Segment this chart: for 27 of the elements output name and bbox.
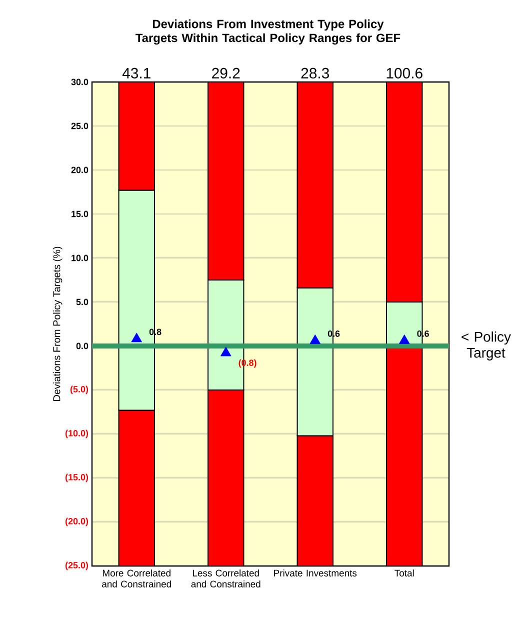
y-tick-label: 5.0 — [76, 298, 88, 306]
y-tick-label: (15.0) — [66, 474, 88, 482]
y-tick-label: 10.0 — [72, 254, 88, 262]
ref-line-label: < Policy Target — [462, 332, 511, 360]
y-tick-label: 25.0 — [71, 122, 88, 130]
chart-title: Deviations From Investment Type Policy Targets Within Tactical Policy Ranges for GEF — [136, 19, 400, 45]
point — [131, 332, 142, 342]
x-tick-label: Private Investments — [274, 570, 357, 576]
x-tick-label: Total — [394, 570, 414, 576]
point — [220, 346, 232, 356]
y-tick-label: 15.0 — [72, 210, 88, 218]
text: 100.6 — [386, 68, 422, 78]
y-tick-label: (25.0) — [66, 562, 88, 570]
y-tick-label: 0.0 — [76, 342, 88, 350]
y-tick-label: 20.0 — [71, 166, 88, 174]
text: 29.2 — [212, 68, 240, 78]
x-tick-label: Less Correlated and Constrained — [191, 570, 260, 588]
y-tick-label: (5.0) — [70, 386, 88, 394]
y-tick-label: (10.0) — [66, 430, 88, 438]
point — [310, 334, 321, 344]
text: 28.3 — [301, 68, 330, 78]
y-tick-label: (20.0) — [66, 518, 88, 526]
text: 43.1 — [122, 68, 150, 78]
x-tick-label: More Correlated and Constrained — [102, 570, 171, 588]
point — [398, 334, 410, 344]
y-tick-label: 30.0 — [71, 78, 88, 86]
y-axis-title: Deviations From Policy Targets (%) — [52, 246, 62, 401]
